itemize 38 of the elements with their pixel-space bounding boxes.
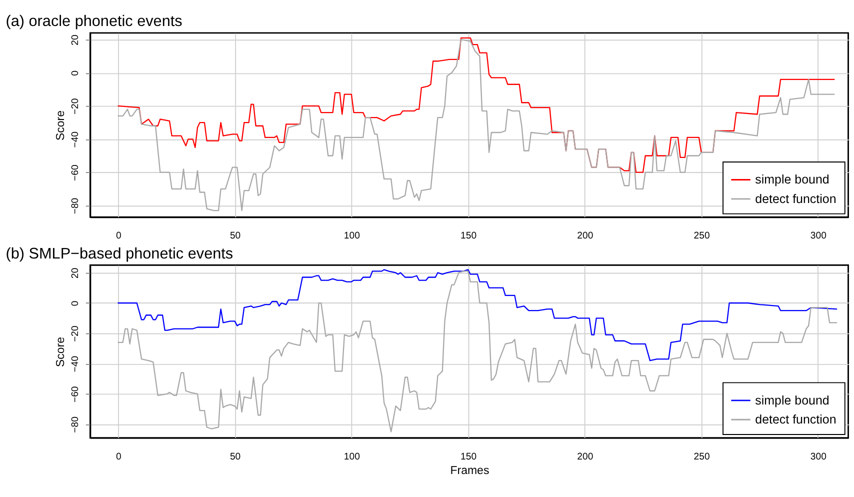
- x-tick-label: 200: [577, 451, 594, 462]
- x-tick-label: 0: [116, 230, 122, 242]
- legend-label: detect function: [755, 412, 836, 426]
- x-tick-label: 100: [344, 451, 360, 462]
- x-tick-label: 300: [810, 230, 826, 242]
- y-tick-label: −40: [70, 132, 82, 148]
- chart-title: (b) SMLP−based phonetic events: [6, 245, 234, 262]
- y-tick-label: −80: [70, 198, 82, 214]
- y-tick-label: 0: [70, 70, 82, 76]
- y-tick-label: −80: [70, 416, 82, 433]
- legend-label: simple bound: [755, 393, 830, 408]
- x-tick-label: 150: [460, 451, 477, 462]
- x-axis-title: Frames: [450, 464, 490, 477]
- x-tick-label: 0: [116, 451, 122, 462]
- x-tick-label: 50: [230, 451, 241, 462]
- y-tick-label: −60: [70, 164, 82, 181]
- legend-label: detect function: [755, 192, 836, 206]
- y-tick-label: 20: [70, 268, 82, 279]
- chart-title: (a) oracle phonetic events: [6, 13, 183, 30]
- x-tick-label: 300: [810, 451, 826, 462]
- y-axis-title: Score: [54, 336, 67, 367]
- x-tick-label: 50: [230, 230, 241, 242]
- y-tick-label: −60: [70, 386, 82, 403]
- line-series: [118, 38, 835, 212]
- x-tick-label: 250: [694, 230, 710, 242]
- legend-label: simple bound: [755, 172, 830, 187]
- line-series: [118, 269, 838, 362]
- y-tick-label: 20: [70, 34, 82, 46]
- line-series: [118, 270, 838, 432]
- y-tick-label: −20: [70, 98, 82, 115]
- y-tick-label: −20: [70, 326, 82, 342]
- x-tick-label: 100: [344, 230, 360, 242]
- y-tick-label: 0: [70, 300, 82, 306]
- y-axis-title: Score: [54, 110, 67, 141]
- x-tick-label: 200: [577, 230, 594, 242]
- y-tick-label: −40: [70, 356, 82, 372]
- x-tick-label: 250: [694, 451, 710, 462]
- x-tick-label: 150: [460, 230, 477, 242]
